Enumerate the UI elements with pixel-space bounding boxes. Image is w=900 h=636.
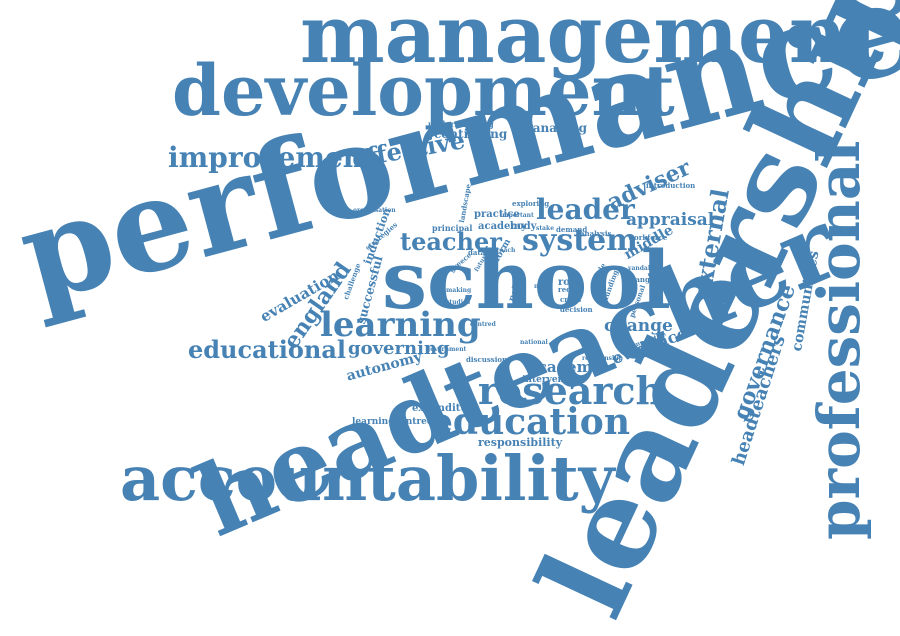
word-learningcentred: learningcentred <box>352 417 434 427</box>
word-intervention: intervention <box>522 375 585 385</box>
word-responsibility: responsibility <box>478 436 563 449</box>
word-leader: leader <box>536 193 635 226</box>
word-approach: approach <box>484 247 516 254</box>
word-continuing: continuing <box>434 127 508 141</box>
word-national: national <box>520 339 548 346</box>
word-data: data <box>468 248 486 257</box>
word-cloud: performance leadership headteacher schoo… <box>5 0 900 636</box>
word-workforce: workforce <box>628 233 668 242</box>
word-improvement: improvement <box>168 141 377 174</box>
word-organisation: organisation <box>353 207 396 214</box>
word-expenditure: expenditure <box>412 403 480 414</box>
word-understanding: understanding <box>428 119 494 129</box>
word-appraisal: appraisal <box>626 210 715 230</box>
word-change: change <box>604 316 673 336</box>
word-school: school <box>382 233 672 327</box>
word-role: role <box>558 277 581 288</box>
word-exploring: exploring <box>512 199 550 208</box>
word-demand: demand <box>556 225 588 234</box>
word-relationship: relationship <box>582 355 623 362</box>
word-development: development <box>172 49 675 132</box>
word-educational: educational <box>188 335 346 364</box>
word-learning: learning <box>320 305 481 345</box>
word-analysis: analysis <box>580 229 612 238</box>
word-centred: centred <box>470 321 496 328</box>
word-academie: academie <box>528 358 608 376</box>
word-stake: stake <box>536 225 555 232</box>
word-education: education <box>430 401 630 443</box>
word-managing: managing <box>520 121 588 135</box>
word-making: making <box>446 287 472 294</box>
word-research: research <box>478 368 664 413</box>
word-governing: governing <box>348 338 450 359</box>
word-principal: principal <box>432 223 473 233</box>
word-discussion: discussion <box>466 355 508 364</box>
word-academy: academy <box>478 221 527 232</box>
word-system: system <box>522 223 638 258</box>
word-professional: professional <box>805 140 873 540</box>
word-body: body <box>510 221 537 232</box>
word-accountability: accountability <box>120 442 615 515</box>
word-vandalism: vandalism <box>628 265 663 272</box>
word-practice: practice <box>474 209 520 220</box>
word-teacher: teacher <box>400 227 502 256</box>
word-important: important <box>500 212 534 219</box>
word-introduction: introduction <box>646 181 696 190</box>
word-recent: recent <box>558 285 584 294</box>
word-studies: studies <box>446 299 471 306</box>
word-crisis: crisis <box>560 295 582 304</box>
word-management: management <box>300 0 884 81</box>
word-decision: decision <box>560 305 593 314</box>
word-need: need <box>534 283 551 290</box>
word-government: government <box>426 346 467 353</box>
word-changing: changing <box>626 275 663 284</box>
